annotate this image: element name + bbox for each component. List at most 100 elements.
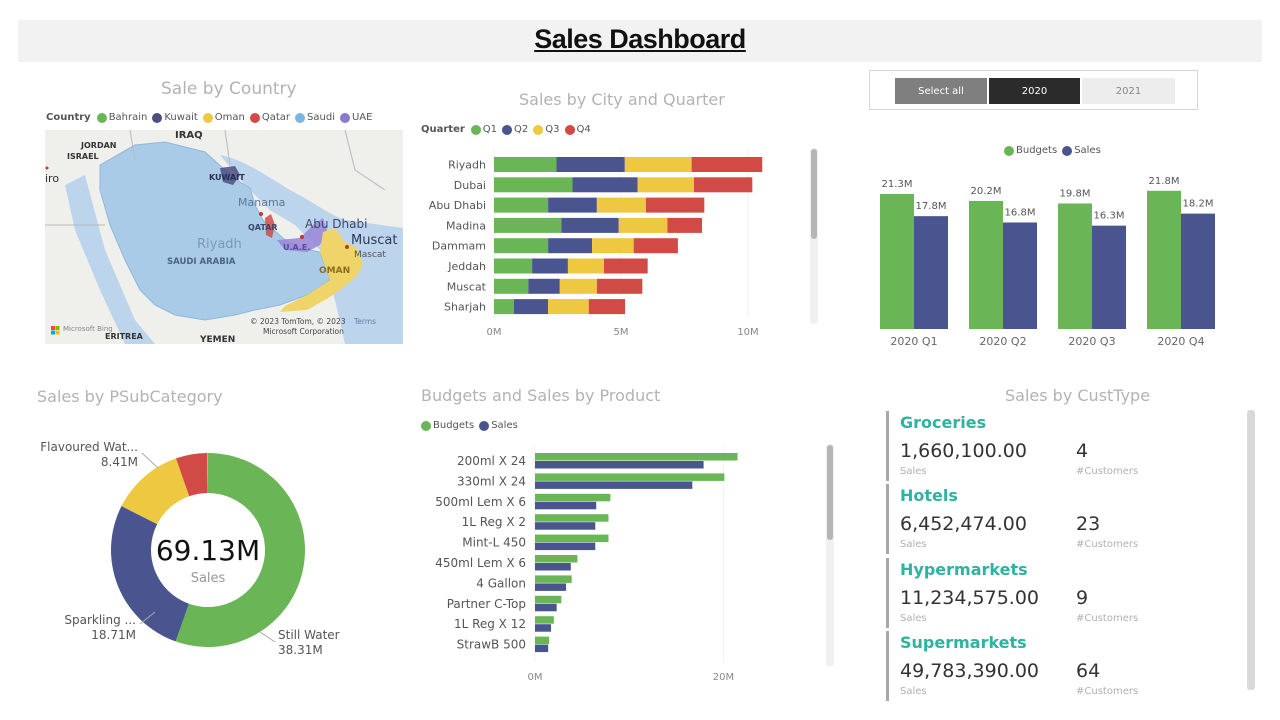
bar-q1[interactable] <box>494 177 573 193</box>
bar-q1[interactable] <box>494 157 557 172</box>
uae-region[interactable] <box>277 218 327 252</box>
legend-item-q2[interactable]: Q2 <box>502 124 528 135</box>
product-chart-scroll-thumb[interactable] <box>827 445 833 540</box>
city-chart-scroll-thumb[interactable] <box>811 149 817 239</box>
bar-budgets[interactable] <box>535 453 738 461</box>
bar-q2[interactable] <box>561 217 619 233</box>
bar-q2[interactable] <box>572 177 638 193</box>
legend-item-sales[interactable]: Sales <box>479 420 518 431</box>
bar-budgets[interactable] <box>535 493 611 502</box>
oman-region[interactable] <box>280 228 363 312</box>
donut-slice[interactable] <box>175 453 305 647</box>
y-category-label: 330ml X 24 <box>457 474 526 488</box>
bar-q1[interactable] <box>494 258 533 274</box>
bar-q1[interactable] <box>494 238 549 254</box>
bar-sales[interactable] <box>535 624 552 632</box>
legend-item-sales[interactable]: Sales <box>1062 145 1101 156</box>
bar-q4[interactable] <box>693 177 753 193</box>
bar-q1[interactable] <box>494 299 514 315</box>
bar-budgets[interactable] <box>535 473 725 481</box>
legend-item-budgets[interactable]: Budgets <box>421 420 474 431</box>
bar-q3[interactable] <box>637 177 694 193</box>
bar-budgets[interactable] <box>535 534 609 543</box>
bar-sales[interactable] <box>535 563 571 571</box>
legend-item-kuwait[interactable]: Kuwait <box>152 112 198 123</box>
bar-sales[interactable] <box>535 522 596 530</box>
bar-budgets[interactable] <box>969 200 1003 329</box>
bar-budgets[interactable] <box>535 555 578 563</box>
bar-sales[interactable] <box>535 583 567 591</box>
bar-budgets[interactable] <box>535 616 554 624</box>
bar-sales[interactable] <box>535 461 704 469</box>
donut-slice[interactable] <box>207 453 208 494</box>
bar-sales[interactable] <box>535 542 596 551</box>
bar-sales[interactable] <box>535 501 597 510</box>
map-canvas[interactable]: IRAQ JORDAN ISRAEL iro KUWAIT Manama QAT… <box>45 130 403 344</box>
bar-q3[interactable] <box>548 299 589 315</box>
slicer-select-all-button[interactable]: Select all <box>895 78 987 104</box>
bar-q1[interactable] <box>494 278 529 294</box>
bar-q2[interactable] <box>548 238 593 254</box>
custtype-card-hypermarkets[interactable]: Hypermarkets 11,234,575.00 Sales 9 #Cust… <box>886 558 1226 630</box>
donut-slice[interactable] <box>110 506 189 642</box>
bar-q3[interactable] <box>596 197 646 213</box>
donut-slice[interactable] <box>175 453 208 497</box>
bar-q4[interactable] <box>588 299 626 315</box>
legend-item-q1[interactable]: Q1 <box>470 124 497 135</box>
bar-q4[interactable] <box>645 197 705 213</box>
bar-q2[interactable] <box>513 299 549 315</box>
legend-item-oman[interactable]: Oman <box>202 112 245 123</box>
bar-sales[interactable] <box>1092 225 1126 329</box>
slicer-2020-button[interactable]: 2020 <box>989 78 1080 104</box>
custtype-card-groceries[interactable]: Groceries 1,660,100.00 Sales 4 #Customer… <box>886 411 1226 483</box>
product-chart-scrollbar[interactable] <box>826 444 834 666</box>
bar-budgets[interactable] <box>535 514 609 522</box>
bar-sales[interactable] <box>1181 213 1215 329</box>
bar-budgets[interactable] <box>535 595 562 604</box>
bar-budgets[interactable] <box>1147 190 1181 329</box>
slicer-2021-button[interactable]: 2021 <box>1082 78 1175 104</box>
map-terms-link[interactable]: Terms <box>354 317 377 326</box>
bar-q1[interactable] <box>494 217 562 233</box>
bar-sales[interactable] <box>535 644 549 653</box>
x-category-label: 2020 Q2 <box>979 335 1026 348</box>
bar-budgets[interactable] <box>535 636 550 645</box>
bar-q3[interactable] <box>618 217 668 233</box>
custtype-card-supermarkets[interactable]: Supermarkets 49,783,390.00 Sales 64 #Cus… <box>886 631 1226 703</box>
city-chart-scrollbar[interactable] <box>810 148 818 324</box>
custtype-card-hotels[interactable]: Hotels 6,452,474.00 Sales 23 #Customers <box>886 484 1226 556</box>
bar-sales[interactable] <box>914 216 948 329</box>
bar-q3[interactable] <box>624 157 692 172</box>
qatar-region[interactable] <box>265 214 275 238</box>
legend-item-q3[interactable]: Q3 <box>533 124 560 135</box>
bar-q2[interactable] <box>528 278 560 294</box>
bar-sales[interactable] <box>535 603 557 612</box>
bar-q4[interactable] <box>667 217 703 233</box>
kuwait-region[interactable] <box>220 166 240 185</box>
bar-q4[interactable] <box>603 258 648 274</box>
bar-q4[interactable] <box>596 278 643 294</box>
bar-budgets[interactable] <box>1058 203 1092 329</box>
legend-item-bahrain[interactable]: Bahrain <box>96 112 147 123</box>
bar-q2[interactable] <box>532 258 568 274</box>
bar-q3[interactable] <box>592 238 634 254</box>
bar-q2[interactable] <box>556 157 625 172</box>
legend-item-saudi[interactable]: Saudi <box>295 112 335 123</box>
legend-item-uae[interactable]: UAE <box>339 112 372 123</box>
bar-budgets[interactable] <box>880 193 914 329</box>
donut-slice[interactable] <box>121 458 190 525</box>
bar-q3[interactable] <box>567 258 604 274</box>
custtype-scrollbar[interactable] <box>1247 410 1255 690</box>
bar-budgets[interactable] <box>535 575 572 583</box>
legend-item-qatar[interactable]: Qatar <box>249 112 290 123</box>
bar-q3[interactable] <box>559 278 597 294</box>
legend-item-budgets[interactable]: Budgets <box>1004 145 1057 156</box>
bar-q4[interactable] <box>633 238 678 254</box>
bar-q1[interactable] <box>494 197 549 213</box>
bar-q4[interactable] <box>691 157 763 172</box>
legend-item-q4[interactable]: Q4 <box>564 124 591 135</box>
bar-q2[interactable] <box>548 197 597 213</box>
bar-sales[interactable] <box>535 481 693 489</box>
legend-label: Kuwait <box>164 112 198 123</box>
bar-sales[interactable] <box>1003 222 1037 329</box>
